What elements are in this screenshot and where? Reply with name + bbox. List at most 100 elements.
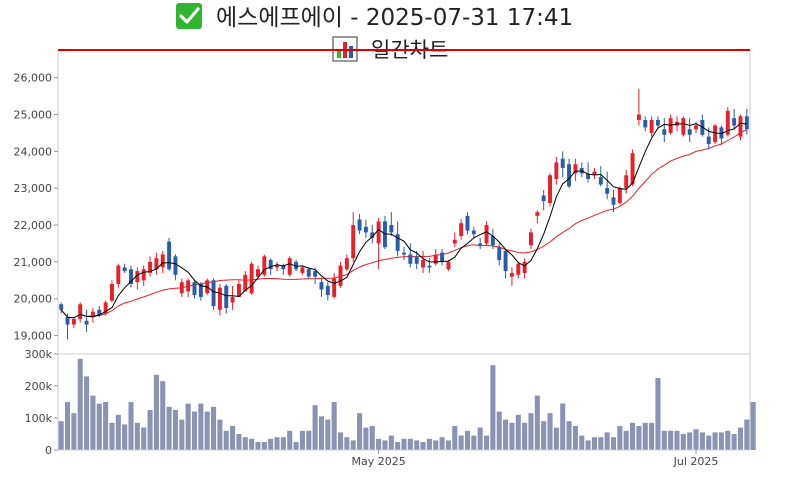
volume-bar — [642, 422, 648, 450]
candle-body — [522, 261, 527, 273]
candle — [160, 250, 165, 273]
candle-body — [605, 188, 610, 194]
candle — [605, 171, 610, 200]
volume-tick-label: 0 — [45, 444, 52, 457]
volume-bar — [191, 411, 198, 450]
volume-bar — [718, 432, 724, 450]
volume-bar — [134, 422, 140, 450]
volume-bar — [350, 440, 356, 450]
candle-body — [376, 221, 381, 244]
volume-bar — [115, 414, 121, 450]
candle-body — [744, 116, 749, 130]
candle — [78, 302, 83, 323]
candle — [452, 232, 457, 248]
volume-bar — [636, 426, 642, 450]
candle-body — [300, 267, 305, 273]
volume-bar — [433, 440, 439, 450]
candle-body — [217, 287, 222, 310]
volume-bar — [268, 438, 274, 450]
candle-body — [148, 261, 153, 273]
candle-body — [211, 280, 216, 307]
volume-bar — [522, 422, 528, 450]
candle-body — [198, 283, 203, 297]
candle-body — [478, 243, 483, 246]
candle-body — [687, 129, 692, 135]
volume-bar — [509, 422, 515, 450]
candle — [465, 212, 470, 235]
candle — [230, 285, 235, 310]
volume-bar — [585, 440, 591, 450]
volume-bar — [64, 402, 71, 450]
candle — [325, 282, 330, 301]
candle — [357, 213, 362, 235]
candle-body — [509, 272, 514, 277]
candle — [141, 265, 146, 286]
candle-body — [230, 296, 235, 303]
volume-bar — [458, 435, 464, 450]
volume-bar — [331, 402, 337, 450]
candle — [103, 300, 108, 316]
candle-body — [446, 261, 451, 270]
candle — [256, 265, 260, 279]
volume-bar — [560, 403, 566, 450]
candle-body — [433, 254, 438, 264]
candle — [560, 151, 565, 178]
volume-bar — [750, 402, 756, 450]
volume-bar — [534, 395, 540, 450]
candle — [167, 237, 172, 272]
volume-bar — [337, 432, 344, 450]
candle — [154, 252, 159, 275]
candle — [370, 225, 375, 244]
candle — [744, 108, 749, 135]
volume-bar — [172, 410, 178, 450]
volume-bar — [204, 411, 210, 450]
candle-body — [122, 267, 127, 272]
candle — [624, 169, 629, 194]
volume-bar — [541, 421, 547, 450]
volume-bar — [230, 426, 236, 450]
candle-body — [598, 177, 603, 185]
volume-bar — [528, 413, 534, 450]
candle-body — [706, 136, 711, 144]
candle-body — [313, 271, 318, 277]
volume-bar — [420, 442, 426, 450]
volume-bar — [477, 427, 483, 450]
volume-bar — [630, 422, 636, 450]
price-panel: 19,000 20,000 21,000 22,000 23,000 24,000 25,0… — [14, 49, 751, 450]
candle — [192, 280, 197, 299]
volume-bar — [128, 402, 134, 450]
candle-body — [167, 241, 172, 270]
candle-body — [713, 125, 718, 143]
candle-body — [154, 258, 159, 270]
candle-body — [109, 283, 114, 301]
y-tick-label: 23,000 — [14, 182, 53, 195]
candle — [71, 317, 76, 329]
candle-body — [160, 254, 165, 268]
volume-tick-label: 100k — [25, 412, 53, 425]
candle — [516, 261, 521, 279]
candle-body — [465, 215, 470, 231]
candle — [503, 248, 508, 279]
volume-bar — [680, 434, 686, 450]
volume-bar — [103, 402, 109, 450]
volume-bar — [185, 403, 191, 450]
candle-body — [370, 232, 375, 238]
candle — [376, 217, 381, 270]
candle-body — [84, 320, 89, 325]
volume-bar — [655, 378, 661, 450]
candle-body — [325, 285, 330, 296]
candle-body — [78, 304, 83, 319]
volume-bar — [274, 437, 280, 450]
candle — [649, 116, 654, 137]
candle — [389, 212, 394, 237]
candle-body — [725, 110, 730, 135]
candle — [148, 256, 153, 277]
candle-body — [179, 282, 184, 294]
candle — [338, 261, 343, 288]
candle-body — [306, 269, 311, 277]
volume-bar — [725, 430, 731, 450]
candle-body — [357, 219, 362, 231]
volume-bar — [401, 438, 407, 450]
volume-bar — [604, 432, 610, 450]
candle — [363, 219, 368, 238]
